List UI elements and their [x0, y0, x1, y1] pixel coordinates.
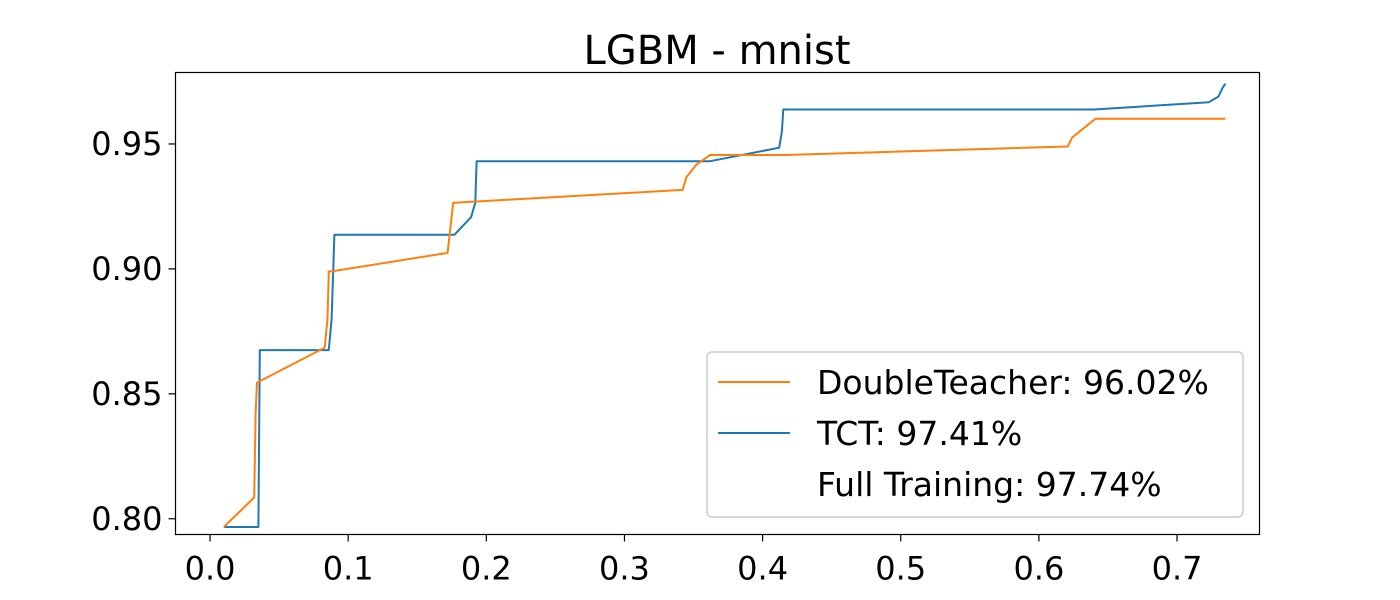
x-axis: 0.0 0.1 0.2 0.3 0.4 0.5 0.6 0.7: [185, 534, 1203, 588]
x-tick-label: 0.6: [1013, 550, 1064, 588]
x-tick-label: 0.3: [599, 550, 650, 588]
legend: DoubleTeacher: 96.02% TCT: 97.41% Full Tra…: [706, 351, 1244, 518]
x-tick-label: 0.4: [737, 550, 788, 588]
legend-box: [706, 351, 1244, 518]
x-tick-label: 0.5: [875, 550, 926, 588]
y-tick-label: 0.85: [91, 375, 162, 413]
x-tick-label: 0.2: [461, 550, 512, 588]
chart-title: LGBM - mnist: [583, 28, 850, 74]
y-tick-label: 0.90: [91, 250, 162, 288]
legend-label-1: TCT: 97.41%: [816, 414, 1022, 453]
series-layer: [223, 83, 1227, 528]
y-axis: 0.80 0.85 0.90 0.95: [91, 125, 176, 538]
x-tick-label: 0.1: [323, 550, 374, 588]
x-tick-label: 0.0: [185, 550, 236, 588]
legend-label-2: Full Training: 97.74%: [817, 465, 1162, 504]
series-line-1: [223, 83, 1227, 528]
legend-label-0: DoubleTeacher: 96.02%: [817, 363, 1209, 402]
x-tick-label: 0.7: [1152, 550, 1203, 588]
plot-frame: [174, 71, 1261, 536]
y-tick-label: 0.95: [91, 125, 162, 163]
series-line-0: [223, 117, 1226, 528]
y-tick-label: 0.80: [91, 500, 162, 538]
